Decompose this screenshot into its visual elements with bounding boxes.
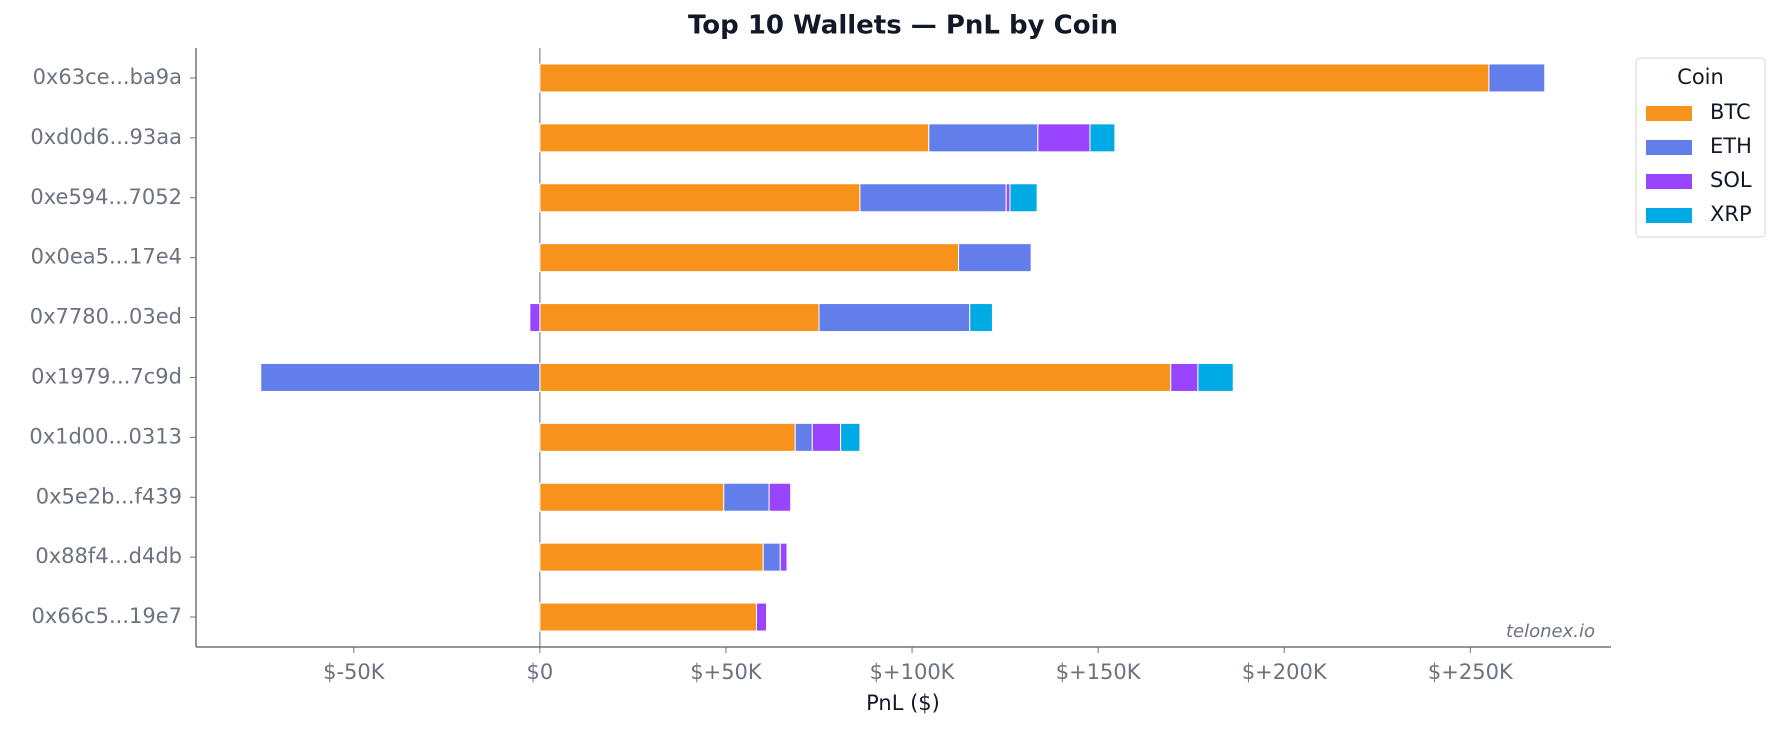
bar-segment bbox=[539, 303, 820, 333]
bar-segment bbox=[928, 123, 1039, 153]
bar-segment bbox=[768, 482, 792, 512]
bar-segment bbox=[762, 542, 781, 572]
bar-segment bbox=[1037, 123, 1091, 153]
bar-segment bbox=[1197, 362, 1234, 392]
bar-segment bbox=[794, 422, 813, 452]
x-axis-label: PnL ($) bbox=[866, 691, 940, 715]
legend-label: XRP bbox=[1710, 202, 1752, 226]
bar-segment bbox=[529, 303, 541, 333]
bar-segment bbox=[723, 482, 770, 512]
bar-segment bbox=[818, 303, 971, 333]
legend-label: ETH bbox=[1710, 134, 1752, 158]
bar-segment bbox=[539, 183, 861, 213]
legend-swatch bbox=[1646, 208, 1692, 223]
bar-segment bbox=[539, 602, 757, 632]
legend-swatch bbox=[1646, 140, 1692, 155]
bar-segment bbox=[260, 362, 541, 392]
legend-swatch bbox=[1646, 106, 1692, 121]
x-tick-label: $0 bbox=[527, 660, 554, 684]
x-tick-label: $+200K bbox=[1242, 660, 1328, 684]
legend-title: Coin bbox=[1677, 65, 1724, 89]
x-tick-label: $+150K bbox=[1056, 660, 1142, 684]
y-tick-label: 0x88f4...d4db bbox=[35, 544, 182, 568]
y-tick-label: 0x66c5...19e7 bbox=[32, 604, 182, 628]
bar-segment bbox=[539, 123, 930, 153]
y-tick-label: 0x1d00...0313 bbox=[29, 424, 182, 448]
y-tick-label: 0x63ce...ba9a bbox=[33, 65, 182, 89]
bar-segment bbox=[1005, 183, 1011, 213]
x-tick-label: $-50K bbox=[323, 660, 386, 684]
y-tick-label: 0x0ea5...17e4 bbox=[31, 245, 182, 269]
legend-swatch bbox=[1646, 174, 1692, 189]
bar-segment bbox=[1488, 63, 1546, 93]
bar-segment bbox=[539, 482, 725, 512]
bar-segment bbox=[1170, 362, 1199, 392]
y-tick-label: 0xd0d6...93aa bbox=[30, 125, 182, 149]
x-tick-label: $+50K bbox=[690, 660, 763, 684]
bar-segment bbox=[539, 362, 1172, 392]
y-tick-label: 0xe594...7052 bbox=[30, 185, 182, 209]
bar-segment bbox=[958, 243, 1032, 273]
bar-segment bbox=[1009, 183, 1038, 213]
bar-segment bbox=[539, 422, 796, 452]
x-tick-label: $+100K bbox=[870, 660, 956, 684]
bar-segment bbox=[1089, 123, 1116, 153]
y-tick-label: 0x1979...7c9d bbox=[31, 364, 182, 388]
chart-title: Top 10 Wallets — PnL by Coin bbox=[688, 11, 1118, 41]
bar-segment bbox=[539, 542, 764, 572]
bar-segment bbox=[779, 542, 788, 572]
bar-segment bbox=[539, 243, 960, 273]
legend-label: BTC bbox=[1710, 100, 1751, 124]
bar-segment bbox=[840, 422, 861, 452]
bar-segment bbox=[811, 422, 842, 452]
x-tick-label: $+250K bbox=[1428, 660, 1514, 684]
bar-segment bbox=[539, 63, 1490, 93]
y-tick-label: 0x7780...03ed bbox=[30, 305, 182, 329]
y-tick-label: 0x5e2b...f439 bbox=[36, 484, 182, 508]
bar-segment bbox=[969, 303, 993, 333]
legend-box bbox=[1635, 57, 1766, 238]
bar-segment bbox=[755, 602, 768, 632]
bar-segment bbox=[859, 183, 1007, 213]
watermark: telonex.io bbox=[1506, 621, 1595, 642]
legend-label: SOL bbox=[1710, 168, 1752, 192]
